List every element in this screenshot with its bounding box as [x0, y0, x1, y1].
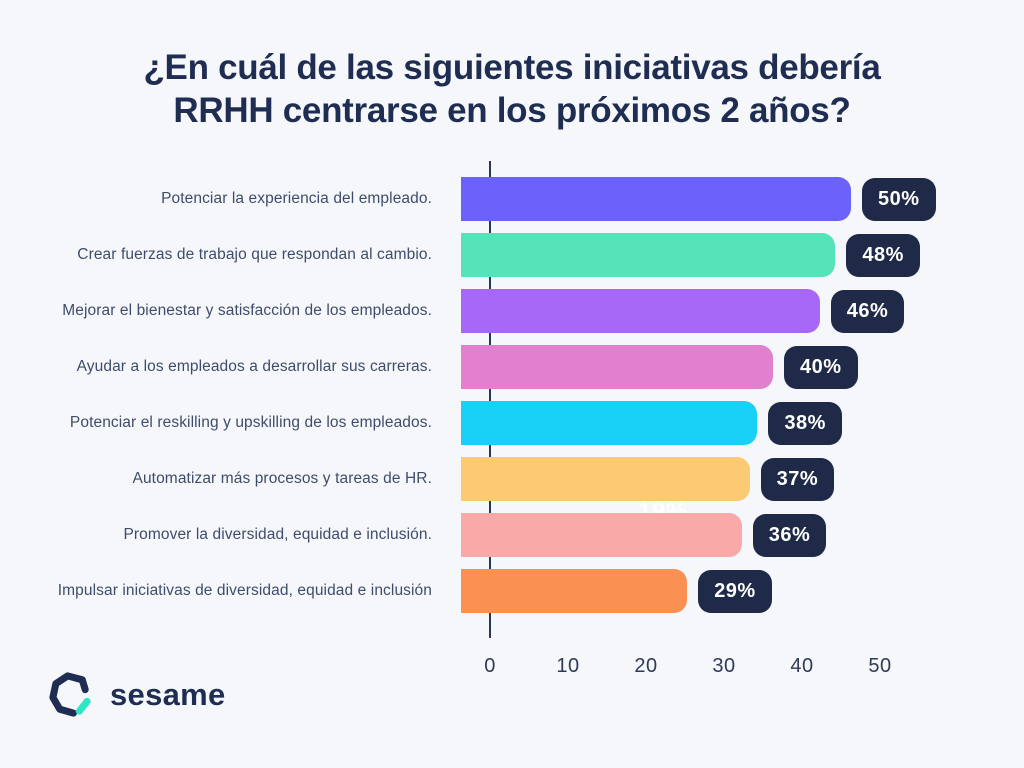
bar-row: Impulsar iniciativas de diversidad, equi… — [0, 563, 1024, 619]
bar — [461, 513, 742, 557]
category-label: Impulsar iniciativas de diversidad, equi… — [57, 582, 432, 599]
bar-row: Crear fuerzas de trabajo que respondan a… — [0, 227, 1024, 283]
value-badge: 36% — [752, 513, 827, 557]
value-badge: 38% — [768, 401, 842, 445]
x-tick-label: 40 — [790, 655, 814, 677]
category-label: Automatizar más procesos y tareas de HR. — [132, 470, 432, 487]
logo-ring-shape — [49, 672, 89, 717]
bar — [461, 289, 820, 333]
bar-row: Mejorar el bienestar y satisfacción de l… — [0, 283, 1024, 339]
bar-row: Promover la diversidad, equidad e inclus… — [0, 507, 1024, 563]
category-label: Ayudar a los empleados a desarrollar sus… — [76, 358, 432, 375]
bar — [461, 569, 688, 613]
category-label: Mejorar el bienestar y satisfacción de l… — [62, 302, 432, 319]
page-title-line1: ¿En cuál de las siguientes iniciativas d… — [143, 48, 881, 87]
value-badge: 48% — [846, 233, 920, 277]
value-badge: 46% — [830, 289, 905, 333]
category-label: Potenciar la experiencia del empleado. — [161, 190, 432, 207]
bar — [461, 177, 851, 221]
bar — [461, 233, 836, 277]
bar-row: Potenciar la experiencia del empleado. 50… — [0, 171, 1024, 227]
value-badge: 40% — [784, 345, 858, 389]
x-tick-label: 10 — [556, 655, 580, 677]
bar — [461, 457, 750, 501]
bar — [461, 401, 758, 445]
x-axis-ticks: 0 10 20 30 40 50 — [0, 655, 1024, 681]
logo-teal-dash — [75, 697, 91, 715]
bar-row: Ayudar a los empleados a desarrollar sus… — [0, 339, 1024, 395]
category-label: Promover la diversidad, equidad e inclus… — [123, 526, 432, 543]
chart-rows: Potenciar la experiencia del empleado. 50… — [0, 171, 1024, 619]
value-badge: 50% — [862, 177, 936, 221]
category-label: Potenciar el reskilling y upskilling de … — [69, 414, 432, 431]
page-title-line2: RRHH centrarse en los próximos 2 años? — [173, 91, 851, 131]
bar-row: Potenciar el reskilling y upskilling de … — [0, 395, 1024, 451]
category-label: Crear fuerzas de trabajo que respondan a… — [77, 246, 432, 263]
sesame-logo-icon — [49, 672, 91, 717]
x-tick-label: 0 — [484, 655, 496, 677]
sesame-logo-text: sesame — [110, 676, 226, 712]
sesame-logo: sesame — [48, 671, 226, 718]
bar — [461, 345, 773, 389]
x-tick-label: 20 — [634, 655, 658, 677]
x-tick-label: 30 — [712, 655, 736, 677]
x-tick-label: 50 — [868, 655, 892, 677]
bar-row: Automatizar más procesos y tareas de HR.… — [0, 451, 1024, 507]
value-badge: 37% — [760, 457, 835, 501]
y-axis-line — [489, 161, 491, 638]
value-badge: 29% — [698, 569, 772, 613]
page-title: ¿En cuál de las siguientes iniciativas d… — [0, 46, 1024, 133]
